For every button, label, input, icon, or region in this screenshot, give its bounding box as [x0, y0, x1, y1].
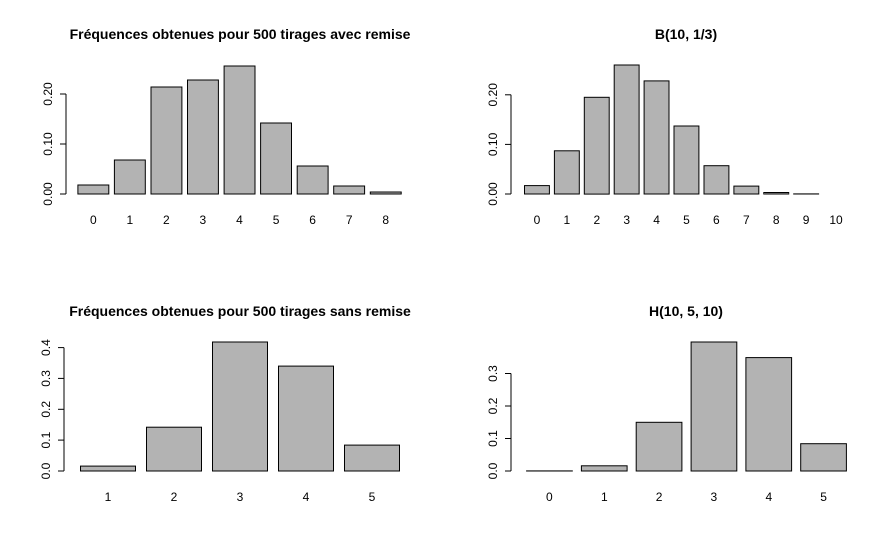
x-tick-label: 3: [711, 490, 718, 504]
y-tick-label: 0.3: [39, 370, 53, 387]
bar: [613, 64, 640, 195]
bar: [150, 86, 183, 195]
panel-top-left: Fréquences obtenues pour 500 tirages ave…: [41, 26, 411, 227]
bar: [703, 165, 730, 195]
bar: [212, 341, 268, 472]
x-tick-label: 8: [773, 213, 780, 227]
x-tick-label: 1: [126, 213, 133, 227]
panel-bottom-left: Fréquences obtenues pour 500 tirages san…: [39, 303, 411, 504]
x-tick-label: 0: [90, 213, 97, 227]
x-tick-label: 8: [382, 213, 389, 227]
y-tick-label: 0.00: [486, 182, 500, 206]
y-tick-label: 0.2: [486, 397, 500, 414]
bar: [553, 150, 580, 195]
x-tick-label: 1: [564, 213, 571, 227]
x-tick-label: 4: [765, 490, 772, 504]
y-tick-label: 0.1: [39, 431, 53, 448]
bar: [690, 341, 738, 472]
x-tick-label: 0: [546, 490, 553, 504]
chart-title: Fréquences obtenues pour 500 tirages san…: [69, 303, 411, 319]
y-tick-label: 0.4: [39, 339, 53, 356]
bar: [223, 65, 256, 195]
bar: [800, 443, 847, 472]
y-tick-label: 0.3: [486, 365, 500, 382]
y-tick-label: 0.10: [486, 132, 500, 156]
bar: [580, 465, 628, 472]
x-tick-label: 5: [273, 213, 280, 227]
x-tick-label: 6: [713, 213, 720, 227]
bar: [763, 192, 790, 195]
bar: [187, 79, 219, 195]
bar: [333, 185, 366, 195]
y-tick-label: 0.1: [486, 430, 500, 447]
bar: [113, 159, 146, 195]
x-tick-label: 0: [534, 213, 541, 227]
y-tick-label: 0.20: [486, 83, 500, 107]
x-tick-label: 4: [653, 213, 660, 227]
y-tick-label: 0.0: [486, 462, 500, 479]
y-tick-label: 0.2: [39, 401, 53, 418]
x-tick-label: 2: [163, 213, 170, 227]
chart-title: H(10, 5, 10): [649, 303, 723, 319]
x-tick-label: 2: [171, 490, 178, 504]
bar: [733, 185, 760, 195]
bar: [583, 96, 610, 195]
y-tick-label: 0.20: [41, 82, 55, 106]
chart-title: B(10, 1/3): [655, 26, 717, 42]
bar: [673, 125, 700, 195]
x-tick-label: 4: [303, 490, 310, 504]
x-tick-label: 7: [346, 213, 353, 227]
y-tick-label: 0.0: [39, 462, 53, 479]
bar: [77, 184, 110, 195]
bar: [80, 465, 136, 472]
x-tick-label: 5: [683, 213, 690, 227]
x-tick-label: 2: [656, 490, 663, 504]
x-tick-label: 5: [369, 490, 376, 504]
x-tick-label: 5: [820, 490, 827, 504]
y-tick-label: 0.10: [41, 132, 55, 156]
bar: [369, 191, 402, 195]
chart-title: Fréquences obtenues pour 500 tirages ave…: [70, 26, 411, 42]
x-tick-label: 10: [829, 213, 843, 227]
bar: [278, 365, 334, 472]
panel-bottom-right: H(10, 5, 10) 0 1 2 3 4 5 0.0 0.1 0.2 0.3: [486, 303, 847, 504]
x-tick-label: 3: [200, 213, 207, 227]
panel-top-right: B(10, 1/3) 0 1 2 3 4 5 6 7 8 9 10 0.00 0.10 0.20: [486, 26, 843, 227]
bar: [745, 357, 793, 472]
x-tick-label: 7: [743, 213, 750, 227]
x-tick-label: 3: [623, 213, 630, 227]
x-tick-label: 2: [593, 213, 600, 227]
bar: [524, 185, 550, 195]
bar: [635, 421, 683, 472]
bar: [146, 426, 202, 472]
x-tick-label: 1: [105, 490, 112, 504]
x-tick-label: 1: [601, 490, 608, 504]
bar: [344, 444, 400, 472]
bar: [643, 80, 670, 195]
x-tick-label: 6: [309, 213, 316, 227]
y-tick-label: 0.00: [41, 182, 55, 206]
x-tick-label: 3: [237, 490, 244, 504]
bar: [296, 165, 329, 195]
bar: [260, 122, 293, 195]
x-tick-label: 9: [803, 213, 810, 227]
x-tick-label: 4: [236, 213, 243, 227]
